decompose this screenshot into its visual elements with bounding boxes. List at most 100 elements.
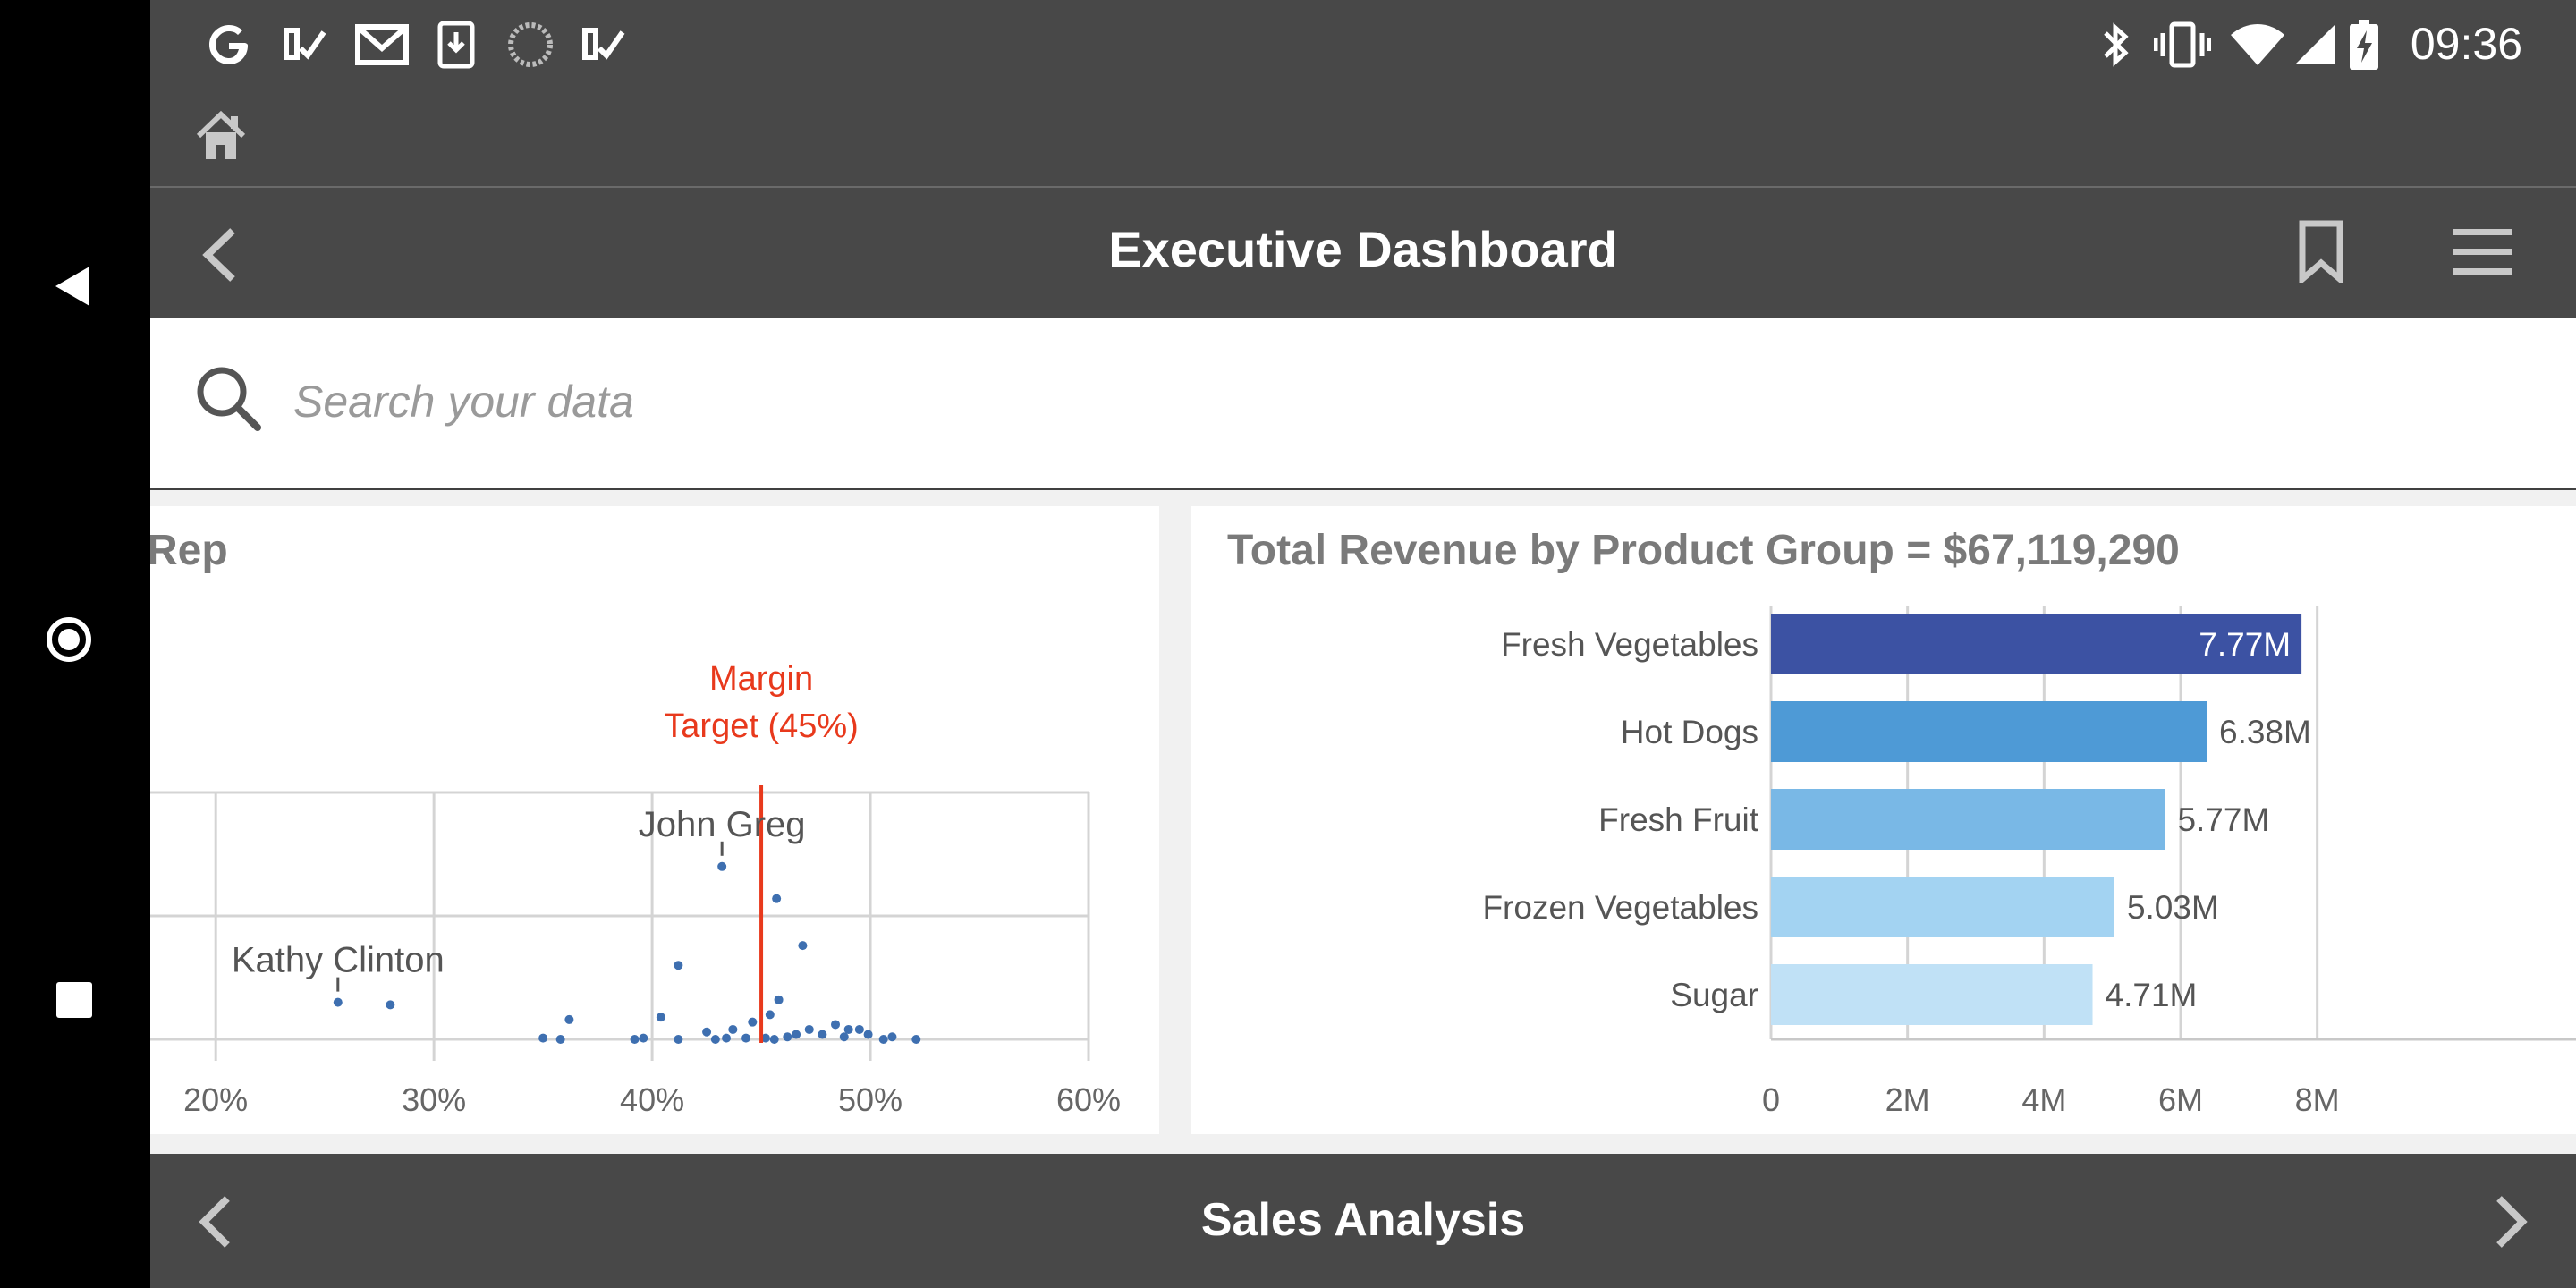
nav-recents-icon[interactable] xyxy=(56,982,92,1018)
battery-charging-icon xyxy=(2349,20,2379,70)
scatter-point[interactable] xyxy=(792,1030,801,1039)
scatter-point[interactable] xyxy=(674,961,683,970)
wifi-icon xyxy=(2229,20,2286,70)
scatter-point[interactable] xyxy=(386,1000,395,1010)
hamburger-menu-icon[interactable] xyxy=(2453,225,2512,284)
bar-value-label: 5.77M xyxy=(2177,801,2269,838)
bar-value-label: 6.38M xyxy=(2219,714,2311,750)
bar[interactable] xyxy=(1771,614,2302,674)
nav-home-icon[interactable] xyxy=(47,617,91,662)
scatter-point[interactable] xyxy=(831,1020,841,1030)
bar-category-label: Hot Dogs xyxy=(1621,714,1758,750)
scatter-point[interactable] xyxy=(818,1030,827,1039)
point-label: Kathy Clinton xyxy=(232,941,445,980)
scatter-point[interactable] xyxy=(887,1032,897,1042)
scatter-point[interactable] xyxy=(798,941,808,951)
home-icon[interactable] xyxy=(193,109,249,169)
bar[interactable] xyxy=(1771,877,2114,937)
scatter-point[interactable] xyxy=(783,1032,792,1042)
google-icon xyxy=(204,20,254,70)
home-bar xyxy=(150,89,2576,188)
x-tick-label: 6M xyxy=(2158,1081,2203,1118)
download-icon xyxy=(436,20,476,70)
reference-line-label: Target (45%) xyxy=(664,708,859,745)
next-sheet-chevron-icon[interactable] xyxy=(2492,1193,2531,1255)
sheet-title: Sales Analysis xyxy=(1200,1194,1526,1246)
scatter-point[interactable] xyxy=(722,1033,732,1043)
scatter-point[interactable] xyxy=(710,1035,720,1044)
x-tick-label: 40% xyxy=(620,1081,684,1118)
scatter-point[interactable] xyxy=(774,995,784,1004)
bar-value-label: 7.77M xyxy=(2199,626,2291,663)
scatter-point[interactable] xyxy=(863,1030,873,1039)
bar-chart[interactable]: Fresh Vegetables Hot Dogs Fresh Fruit Froze… xyxy=(1191,506,2576,1134)
loading-icon xyxy=(506,20,555,70)
x-tick-label: 20% xyxy=(183,1081,248,1118)
scatter-point[interactable] xyxy=(674,1035,683,1044)
scatter-chart[interactable]: Margin Target (45%) John Greg Kathy Clin… xyxy=(150,506,1159,1134)
scatter-title: Rep xyxy=(150,527,228,574)
scatter-point[interactable] xyxy=(854,1024,864,1034)
x-tick-label: 0 xyxy=(1762,1081,1780,1118)
scatter-point[interactable] xyxy=(728,1024,738,1034)
x-tick-label: 8M xyxy=(2295,1081,2340,1118)
app-header: Executive Dashboard xyxy=(150,188,2576,318)
scatter-point[interactable] xyxy=(333,997,343,1007)
bookmark-icon[interactable] xyxy=(2297,220,2345,287)
bar-category-label: Fresh Fruit xyxy=(1598,801,1759,838)
bar-value-label: 5.03M xyxy=(2127,889,2219,926)
back-chevron-icon[interactable] xyxy=(199,225,240,289)
reference-line-label: Margin xyxy=(709,660,813,698)
page-title: Executive Dashboard xyxy=(1108,221,1618,277)
scatter-point[interactable] xyxy=(564,1014,574,1024)
scatter-point[interactable] xyxy=(656,1013,665,1022)
search-icon[interactable] xyxy=(193,363,265,439)
scatter-point[interactable] xyxy=(717,861,727,871)
checkmark-icon xyxy=(580,20,626,70)
bar-category-label: Sugar xyxy=(1670,977,1758,1013)
scatter-point[interactable] xyxy=(760,1033,770,1043)
scatter-point[interactable] xyxy=(804,1024,814,1034)
scatter-point[interactable] xyxy=(748,1017,758,1027)
status-bar: 09:36 xyxy=(150,0,2576,89)
x-tick-label: 4M xyxy=(2021,1081,2066,1118)
bar-category-label: Frozen Vegetables xyxy=(1482,889,1758,926)
scatter-point[interactable] xyxy=(772,894,782,903)
bluetooth-icon xyxy=(2098,20,2134,70)
search-bar[interactable]: Search your data xyxy=(150,318,2576,488)
x-tick-label: 50% xyxy=(838,1081,902,1118)
scatter-point[interactable] xyxy=(765,1010,775,1020)
bar[interactable] xyxy=(1771,964,2093,1025)
scatter-point[interactable] xyxy=(769,1035,779,1044)
bar-chart-title: Total Revenue by Product Group = $67,119… xyxy=(1227,527,2180,574)
previous-sheet-chevron-icon[interactable] xyxy=(195,1193,234,1255)
scatter-point[interactable] xyxy=(630,1035,640,1044)
search-input[interactable]: Search your data xyxy=(293,377,634,427)
scatter-point[interactable] xyxy=(741,1033,750,1043)
point-label: John Greg xyxy=(639,805,806,844)
bar[interactable] xyxy=(1771,701,2207,762)
bar-value-label: 4.71M xyxy=(2106,977,2198,1013)
gmail-icon xyxy=(354,20,410,70)
clock-time: 09:36 xyxy=(2410,19,2522,69)
nav-back-icon[interactable] xyxy=(55,267,89,306)
x-tick-label: 2M xyxy=(1885,1081,1930,1118)
scatter-point[interactable] xyxy=(911,1035,921,1044)
bar-chart-panel[interactable]: Total Revenue by Product Group = $67,119… xyxy=(1191,506,2576,1134)
scatter-point[interactable] xyxy=(538,1033,548,1043)
scatter-point[interactable] xyxy=(702,1027,712,1037)
scatter-point[interactable] xyxy=(843,1024,853,1034)
scatter-point[interactable] xyxy=(555,1035,565,1044)
signal-icon xyxy=(2293,20,2336,70)
checkmark-icon xyxy=(281,20,327,70)
scatter-point[interactable] xyxy=(639,1033,648,1043)
x-tick-label: 60% xyxy=(1056,1081,1121,1118)
dashboard-content: Rep Margin Target (45%) John Greg Kathy … xyxy=(150,490,2576,1154)
scatter-panel[interactable]: Rep Margin Target (45%) John Greg Kathy … xyxy=(150,506,1159,1134)
scatter-point[interactable] xyxy=(839,1032,849,1042)
bar[interactable] xyxy=(1771,789,2165,850)
vibrate-icon xyxy=(2154,20,2211,70)
scatter-point[interactable] xyxy=(878,1035,888,1044)
android-navigation-bar xyxy=(0,0,150,1288)
x-tick-label: 30% xyxy=(402,1081,466,1118)
